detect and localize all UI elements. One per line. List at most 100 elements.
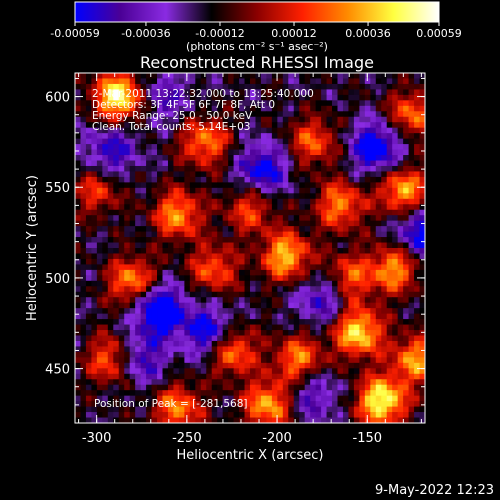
heatmap-cell	[370, 406, 377, 413]
heatmap-cell	[222, 362, 229, 369]
heatmap-cell	[353, 231, 360, 238]
heatmap-cell	[299, 182, 306, 189]
heatmap-cell	[217, 308, 224, 315]
heatmap-cell	[370, 248, 377, 254]
heatmap-cell	[162, 253, 169, 260]
heatmap-cell	[118, 220, 125, 227]
heatmap-cell	[277, 111, 284, 118]
heatmap-cell	[151, 308, 158, 315]
heatmap-cell	[173, 324, 180, 331]
heatmap-cell	[129, 83, 136, 90]
heatmap-cell	[386, 248, 393, 254]
heatmap-cell	[321, 390, 327, 397]
heatmap-cell	[211, 308, 218, 315]
heatmap-cell	[353, 198, 360, 205]
heatmap-cell	[299, 324, 306, 331]
heatmap-cell	[146, 155, 152, 161]
heatmap-cell	[299, 269, 306, 276]
heatmap-cell	[118, 351, 125, 358]
heatmap-cell	[233, 379, 240, 386]
heatmap-cell	[250, 209, 256, 216]
heatmap-cell	[315, 384, 322, 391]
heatmap-cell	[359, 275, 366, 282]
heatmap-cell	[146, 215, 152, 222]
heatmap-cell	[375, 406, 382, 413]
heatmap-cell	[271, 346, 278, 353]
heatmap-cell	[228, 144, 234, 150]
heatmap-cell	[414, 258, 420, 265]
heatmap-cell	[364, 373, 371, 380]
heatmap-cell	[217, 187, 224, 194]
heatmap-cell	[271, 149, 278, 156]
heatmap-cell	[277, 237, 284, 243]
heatmap-cell	[342, 198, 349, 205]
heatmap-cell	[332, 165, 338, 172]
heatmap-cell	[96, 417, 103, 424]
heatmap-cell	[206, 291, 213, 298]
heatmap-cell	[173, 280, 180, 287]
heatmap-cell	[184, 209, 191, 216]
heatmap-cell	[222, 308, 229, 315]
heatmap-cell	[233, 264, 240, 271]
heatmap-cell	[200, 384, 207, 391]
heatmap-cell	[189, 362, 196, 369]
heatmap-cell	[332, 226, 338, 232]
heatmap-cell	[140, 417, 147, 424]
heatmap-cell	[326, 100, 333, 107]
heatmap-cell	[315, 417, 322, 424]
heatmap-cell	[386, 395, 393, 402]
heatmap-cell	[178, 362, 185, 369]
heatmap-cell	[140, 144, 147, 150]
heatmap-cell	[326, 187, 333, 194]
heatmap-cell	[173, 340, 180, 347]
heatmap-cell	[146, 116, 152, 123]
heatmap-cell	[162, 133, 169, 140]
heatmap-cell	[359, 231, 366, 238]
heatmap-cell	[392, 237, 399, 243]
heatmap-cell	[250, 313, 256, 320]
heatmap-cell	[102, 204, 109, 211]
heatmap-cell	[239, 209, 245, 216]
heatmap-cell	[140, 83, 147, 90]
heatmap-cell	[167, 209, 174, 216]
y-tick-label: 450	[45, 363, 70, 378]
heatmap-cell	[353, 401, 360, 407]
heatmap-cell	[408, 111, 415, 118]
heatmap-cell	[364, 209, 371, 216]
heatmap-cell	[408, 379, 415, 386]
heatmap-cell	[414, 155, 420, 161]
heatmap-cell	[195, 220, 202, 227]
heatmap-cell	[118, 198, 125, 205]
heatmap-cell	[195, 379, 202, 386]
heatmap-cell	[255, 373, 262, 380]
heatmap-cell	[419, 417, 426, 424]
heatmap-cell	[233, 258, 240, 265]
heatmap-cell	[282, 242, 289, 249]
heatmap-cell	[184, 269, 191, 276]
heatmap-cell	[85, 324, 92, 331]
heatmap-cell	[151, 269, 158, 276]
heatmap-cell	[381, 204, 388, 211]
heatmap-cell	[217, 335, 224, 342]
heatmap-cell	[129, 204, 136, 211]
heatmap-cell	[157, 286, 163, 293]
heatmap-cell	[271, 94, 278, 101]
heatmap-cell	[260, 406, 267, 413]
heatmap-cell	[129, 116, 136, 123]
heatmap-cell	[80, 412, 87, 418]
heatmap-cell	[332, 264, 338, 271]
heatmap-cell	[397, 242, 404, 249]
heatmap-cell	[222, 105, 229, 112]
heatmap-cell	[135, 215, 142, 222]
heatmap-cell	[178, 73, 185, 79]
heatmap-cell	[375, 144, 382, 150]
heatmap-cell	[315, 182, 322, 189]
heatmap-cell	[195, 319, 202, 325]
heatmap-cell	[293, 138, 300, 145]
heatmap-cell	[386, 275, 393, 282]
heatmap-cell	[364, 291, 371, 298]
heatmap-cell	[271, 379, 278, 386]
heatmap-cell	[113, 209, 120, 216]
heatmap-cell	[315, 390, 322, 397]
heatmap-cell	[96, 144, 103, 150]
